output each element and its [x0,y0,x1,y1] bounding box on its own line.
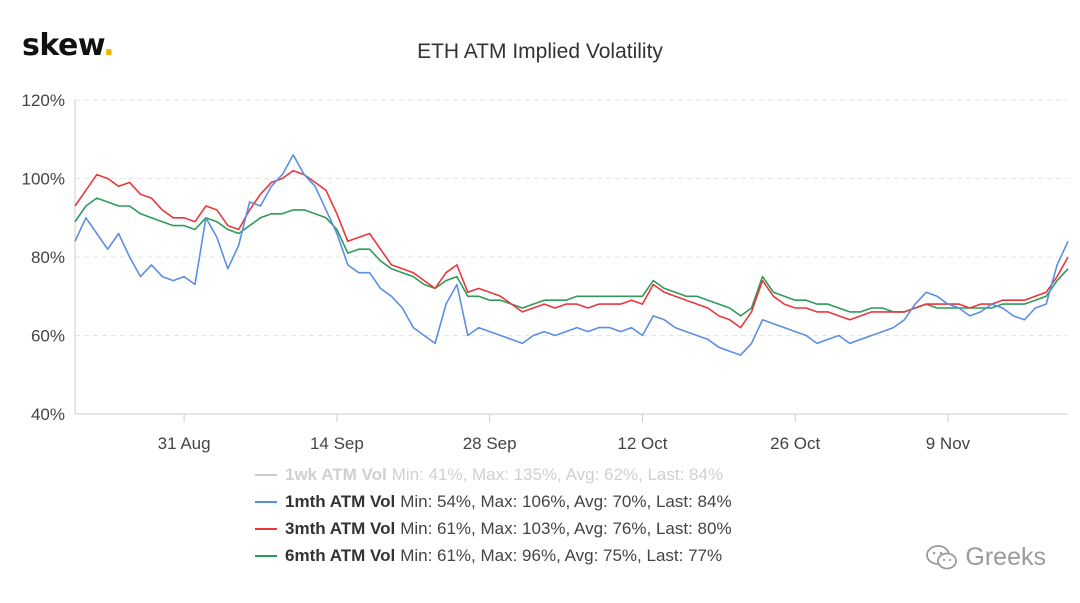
legend-stats-6mth: Min: 61%, Max: 96%, Avg: 75%, Last: 77% [400,545,723,565]
legend-stats-1wk: Min: 41%, Max: 135%, Avg: 62%, Last: 84% [391,464,724,484]
y-tick-label: 100% [22,170,65,189]
legend-item-6mth[interactable]: 6mth ATM Vol Min: 61%, Max: 96%, Avg: 75… [255,542,732,569]
skew-logo: skew. [22,28,115,63]
x-tick-label: 28 Sep [463,434,517,453]
x-tick-label: 31 Aug [158,434,211,453]
watermark-text: Greeks [965,543,1046,571]
y-tick-label: 80% [31,248,65,267]
x-tick-label: 9 Nov [926,434,971,453]
wechat-icon [926,544,958,569]
brand-dot: . [103,28,115,63]
legend-name-1mth: 1mth ATM Vol [285,491,396,511]
legend-swatch-6mth [255,554,277,557]
series-line-1mth [74,154,1069,356]
legend-item-1wk[interactable]: 1wk ATM Vol Min: 41%, Max: 135%, Avg: 62… [255,461,732,488]
legend-swatch-1mth [255,500,277,503]
legend-item-1mth[interactable]: 1mth ATM Vol Min: 54%, Max: 106%, Avg: 7… [255,488,732,515]
y-tick-label: 40% [31,405,65,424]
x-tick-label: 12 Oct [617,434,667,453]
watermark: Greeks [925,543,1046,572]
y-tick-label: 120% [22,91,65,110]
legend-name-3mth: 3mth ATM Vol [285,518,396,538]
x-tick-label: 14 Sep [310,434,364,453]
series-lines [74,154,1069,356]
axes: 40% 60% 80% 100% 120% 31 Aug 14 Sep 28 Sep 12 Oc… [22,91,1068,453]
series-line-3mth [74,169,1069,329]
chart-title: ETH ATM Implied Volatility [417,40,663,63]
chart-legend: 1wk ATM Vol Min: 41%, Max: 135%, Avg: 62… [255,461,732,569]
x-tick-label: 26 Oct [770,434,820,453]
brand-name: skew [22,28,104,63]
legend-stats-1mth: Min: 54%, Max: 106%, Avg: 70%, Last: 84% [400,491,732,511]
legend-swatch-3mth [255,527,277,530]
legend-name-1wk: 1wk ATM Vol [285,464,387,484]
legend-stats-3mth: Min: 61%, Max: 103%, Avg: 76%, Last: 80% [400,518,732,538]
line-chart: 40% 60% 80% 100% 120% 31 Aug 14 Sep 28 Sep 12 Oc… [22,91,1069,453]
y-tick-label: 60% [31,327,65,346]
legend-name-6mth: 6mth ATM Vol [285,545,396,565]
legend-swatch-1wk [255,473,277,476]
legend-item-3mth[interactable]: 3mth ATM Vol Min: 61%, Max: 103%, Avg: 7… [255,515,732,542]
